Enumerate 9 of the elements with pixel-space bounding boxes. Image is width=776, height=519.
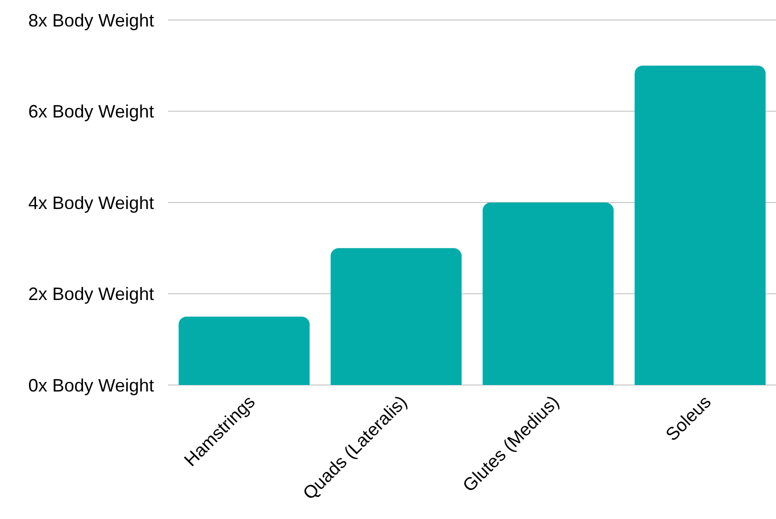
- bar: [482, 202, 614, 385]
- y-tick-label: 0x Body Weight: [28, 375, 154, 396]
- y-tick-label: 6x Body Weight: [28, 102, 154, 122]
- bar: [330, 248, 462, 385]
- y-tick-label: 8x Body Weight: [28, 10, 154, 30]
- bar: [178, 316, 310, 385]
- y-tick-label: 4x Body Weight: [28, 192, 154, 213]
- bar: [634, 66, 766, 385]
- y-tick-label: 2x Body Weight: [28, 284, 154, 304]
